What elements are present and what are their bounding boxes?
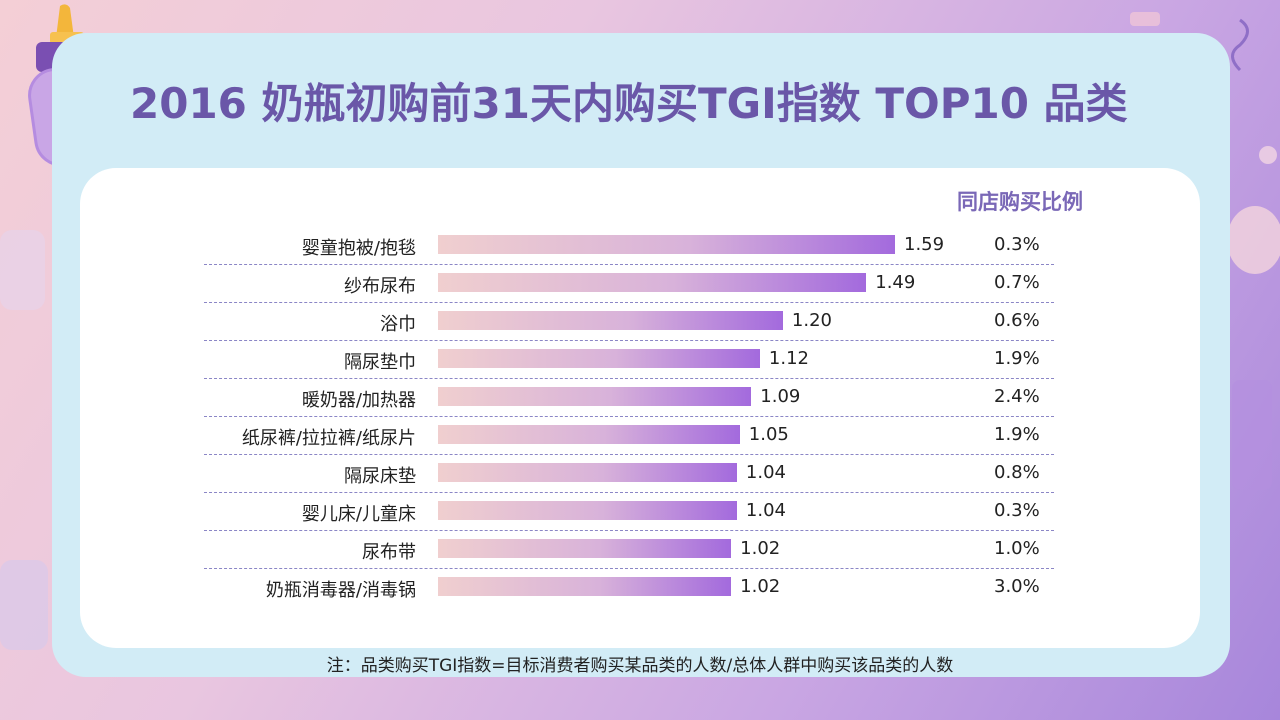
value-label: 1.05 [748, 424, 789, 445]
category-label: 尿布带 [362, 542, 416, 563]
bar-row: 纱布尿布 1.49 0.7% [0, 266, 1280, 304]
share-percent: 1.9% [994, 348, 1040, 369]
row-divider [204, 378, 1054, 379]
value-label: 1.12 [768, 348, 809, 369]
bar-row: 纸尿裤/拉拉裤/纸尿片 1.05 1.9% [0, 418, 1280, 456]
share-percent: 0.8% [994, 462, 1040, 483]
bar [438, 387, 752, 406]
category-label: 奶瓶消毒器/消毒锅 [265, 580, 416, 601]
share-percent: 0.3% [994, 234, 1040, 255]
share-percent: 0.7% [994, 272, 1040, 293]
share-percent: 0.6% [994, 310, 1040, 331]
bar-row: 隔尿床垫 1.04 0.8% [0, 456, 1280, 494]
value-label: 1.02 [740, 576, 781, 597]
bar [438, 539, 732, 558]
category-label: 婴儿床/儿童床 [301, 504, 416, 525]
share-percent: 0.3% [994, 500, 1040, 521]
category-label: 纸尿裤/拉拉裤/纸尿片 [241, 428, 416, 449]
value-label: 1.04 [745, 462, 786, 483]
share-percent: 1.0% [994, 538, 1040, 559]
bar-row: 浴巾 1.20 0.6% [0, 304, 1280, 342]
share-percent: 1.9% [994, 424, 1040, 445]
bar [438, 501, 737, 520]
bar-row: 暖奶器/加热器 1.09 2.4% [0, 380, 1280, 418]
bar-row: 婴儿床/儿童床 1.04 0.3% [0, 494, 1280, 532]
secondary-column-header: 同店购买比例 [957, 190, 1083, 214]
bar [438, 311, 783, 330]
bar-row: 隔尿垫巾 1.12 1.9% [0, 342, 1280, 380]
bar-row: 尿布带 1.02 1.0% [0, 532, 1280, 570]
bar [438, 425, 740, 444]
bar [438, 349, 760, 368]
bar [438, 577, 732, 596]
page-title: 2016 奶瓶初购前31天内购买TGI指数 TOP10 品类 [130, 79, 1128, 128]
category-label: 婴童抱被/抱毯 [301, 238, 416, 259]
category-label: 纱布尿布 [344, 276, 416, 297]
row-divider [204, 492, 1054, 493]
bar-row: 婴童抱被/抱毯 1.59 0.3% [0, 228, 1280, 266]
bar [438, 273, 867, 292]
share-percent: 2.4% [994, 386, 1040, 407]
bar-row: 奶瓶消毒器/消毒锅 1.02 3.0% [0, 570, 1280, 608]
row-divider [204, 302, 1054, 303]
row-divider [204, 568, 1054, 569]
value-label: 1.02 [740, 538, 781, 559]
value-label: 1.20 [791, 310, 832, 331]
value-label: 1.09 [760, 386, 801, 407]
value-label: 1.59 [904, 234, 945, 255]
row-divider [204, 530, 1054, 531]
row-divider [204, 416, 1054, 417]
row-divider [204, 454, 1054, 455]
bar [438, 235, 895, 254]
category-label: 浴巾 [380, 314, 416, 335]
share-percent: 3.0% [994, 576, 1040, 597]
category-label: 隔尿垫巾 [344, 352, 416, 373]
value-label: 1.49 [875, 272, 916, 293]
row-divider [204, 340, 1054, 341]
value-label: 1.04 [745, 500, 786, 521]
bar [438, 463, 737, 482]
category-label: 暖奶器/加热器 [301, 390, 416, 411]
category-label: 隔尿床垫 [344, 466, 416, 487]
row-divider [204, 264, 1054, 265]
footnote: 注：品类购买TGI指数=目标消费者购买某品类的人数/总体人群中购买该品类的人数 [326, 656, 954, 676]
